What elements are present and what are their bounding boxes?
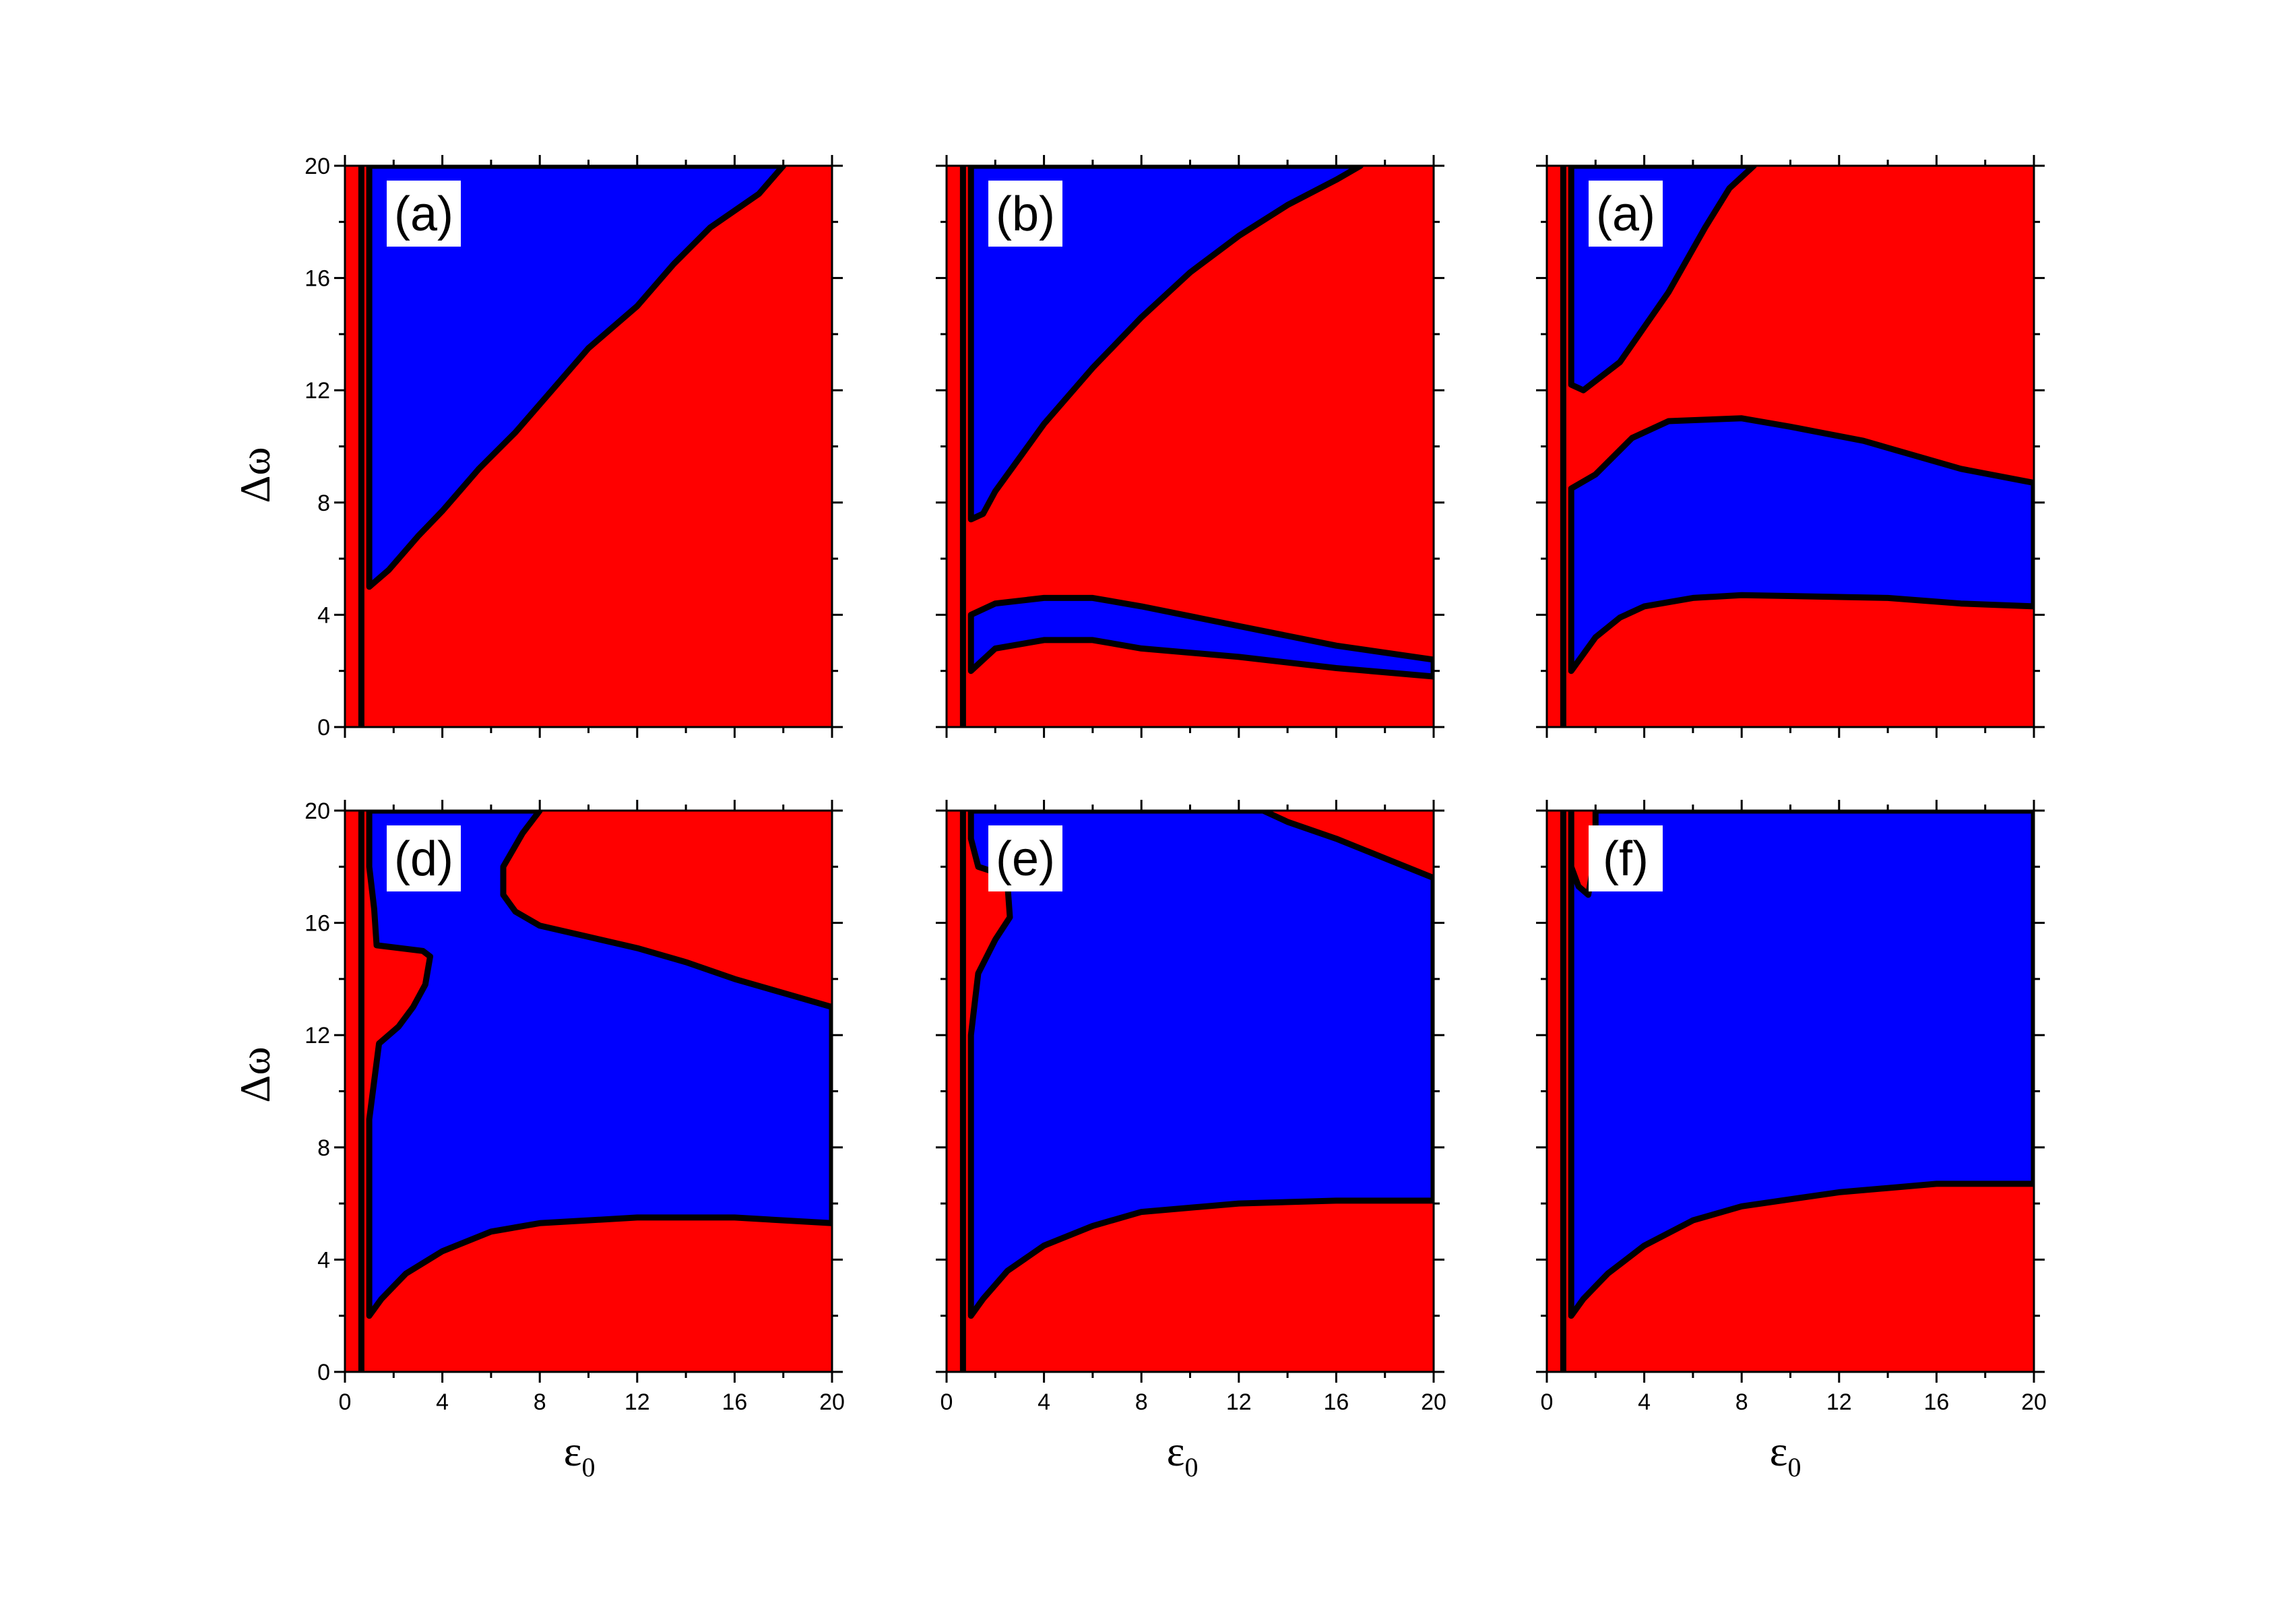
x-tick-label: 12: [1226, 1389, 1252, 1415]
y-tick-label: 4: [317, 1247, 330, 1273]
x-tick-label: 8: [1135, 1389, 1148, 1415]
panel-label: (b): [996, 187, 1055, 241]
y-tick-label: 20: [305, 798, 330, 824]
panel-label-box: [1589, 825, 1663, 891]
panel-5: 0 4 8 12 16 20 (e): [936, 800, 1446, 1415]
x-axis-title-2: ε0: [1167, 1427, 1199, 1482]
panel-label-box: [1589, 181, 1663, 247]
panel-label: (a): [394, 187, 453, 241]
y-axis-title-top: Δω: [231, 447, 279, 503]
x-tick-label: 8: [534, 1389, 546, 1415]
region-blue-1: [366, 166, 787, 590]
y-tick-label: 4: [317, 602, 330, 628]
edge-boundary-line: [959, 166, 966, 727]
panel-label-box: [387, 181, 461, 247]
x-axis-title-3: ε0: [1770, 1427, 1801, 1482]
region-blue-1: [366, 811, 832, 1319]
x-tick-label: 4: [436, 1389, 449, 1415]
edge-boundary-line: [959, 811, 966, 1372]
x-tick-label: 4: [1638, 1389, 1651, 1415]
x-tick-label: 0: [1541, 1389, 1554, 1415]
panel-4: 0 4 8 12 16 20 0 4 8 12 16 20 (d): [305, 798, 845, 1415]
edge-boundary-line: [358, 166, 364, 727]
y-tick-label: 16: [305, 911, 330, 937]
x-tick-label: 16: [1323, 1389, 1349, 1415]
edge-boundary-line: [1560, 166, 1566, 727]
panel-2: (b): [936, 155, 1444, 738]
x-axis-title-1: ε0: [564, 1427, 596, 1482]
panel-6: 0 4 8 12 16 20 (f): [1536, 800, 2047, 1415]
x-tick-label: 16: [722, 1389, 747, 1415]
x-tick-label: 0: [940, 1389, 953, 1415]
panel-label: (d): [394, 832, 453, 886]
y-tick-label: 12: [305, 378, 330, 404]
y-tick-label: 0: [317, 1360, 330, 1385]
panel-1: 0 4 8 12 16 20 (a): [305, 154, 843, 741]
y-tick-label: 8: [317, 1135, 330, 1161]
y-tick-label: 12: [305, 1023, 330, 1048]
x-tick-label: 12: [1826, 1389, 1852, 1415]
panel-label: (f): [1603, 832, 1649, 886]
panel-label: (e): [996, 832, 1055, 886]
y-axis-title-bottom: Δω: [231, 1046, 279, 1102]
panel-label-box: [988, 181, 1062, 247]
x-tick-label: 8: [1735, 1389, 1748, 1415]
y-tick-label: 16: [305, 266, 330, 292]
axis-titles-layer: Δω Δω ε0 ε0 ε0: [231, 447, 1801, 1482]
x-tick-label: 20: [2021, 1389, 2047, 1415]
region-blue-2: [1568, 415, 2034, 674]
x-tick-label: 20: [819, 1389, 845, 1415]
x-tick-label: 0: [339, 1389, 352, 1415]
y-tick-label: 8: [317, 491, 330, 516]
region-blue-1: [967, 166, 1364, 523]
panel-label-box: [387, 825, 461, 891]
edge-boundary-line: [358, 811, 364, 1372]
x-tick-label: 4: [1038, 1389, 1050, 1415]
y-tick-label: 20: [305, 154, 330, 179]
y-tick-label: 0: [317, 715, 330, 741]
panel-label: (a): [1596, 187, 1655, 241]
x-tick-label: 16: [1923, 1389, 1949, 1415]
panel-label-box: [988, 825, 1062, 891]
edge-boundary-line: [1560, 811, 1566, 1372]
panel-3: (a): [1536, 155, 2045, 738]
x-tick-label: 20: [1421, 1389, 1446, 1415]
region-blue-1: [1568, 811, 2034, 1319]
region-blue-2: [967, 594, 1434, 680]
x-tick-label: 12: [625, 1389, 650, 1415]
